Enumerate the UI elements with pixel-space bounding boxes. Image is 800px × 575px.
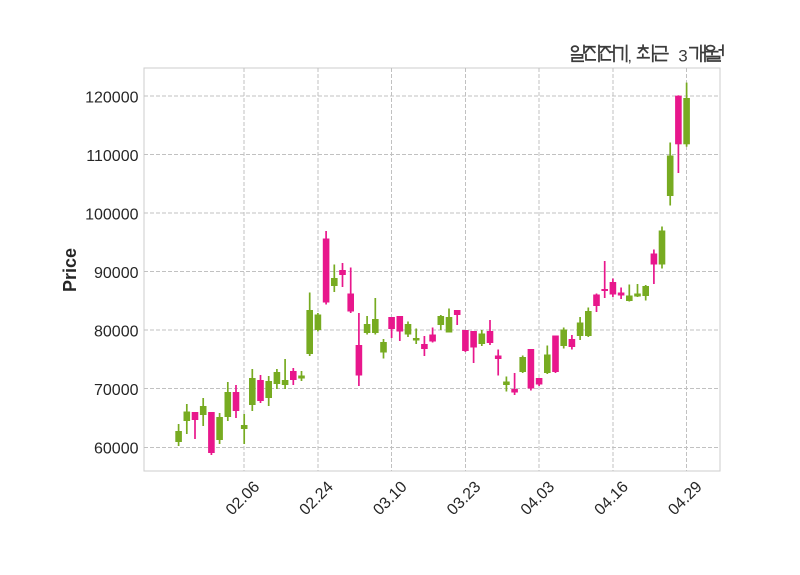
svg-text:3: 3	[678, 47, 687, 66]
svg-text:Price: Price	[60, 248, 80, 292]
svg-text:90000: 90000	[94, 265, 139, 282]
svg-text:70000: 70000	[94, 382, 139, 399]
svg-text:,: ,	[628, 49, 632, 66]
svg-text:110000: 110000	[86, 148, 138, 165]
svg-text:100000: 100000	[85, 206, 138, 223]
svg-text:60000: 60000	[94, 441, 139, 458]
svg-text:120000: 120000	[85, 89, 138, 106]
svg-text:80000: 80000	[94, 324, 139, 341]
